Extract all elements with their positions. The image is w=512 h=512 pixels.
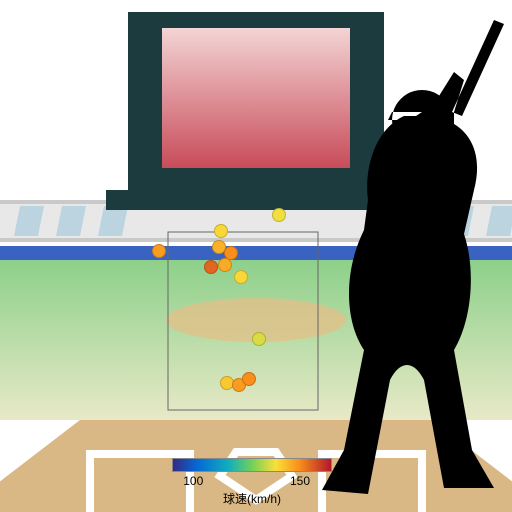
pitch-point [252, 332, 266, 346]
pitch-point [152, 244, 166, 258]
colorbar-title: 球速(km/h) [172, 490, 332, 507]
pitch-point [214, 224, 228, 238]
colorbar-legend: 100 150 球速(km/h) [172, 458, 332, 507]
pitch-point [242, 372, 256, 386]
batter-silhouette [304, 20, 512, 500]
chart-stage: 100 150 球速(km/h) [0, 0, 512, 512]
pitch-point [218, 258, 232, 272]
colorbar-tick: 150 [290, 474, 310, 488]
colorbar-tick: 100 [183, 474, 203, 488]
pitch-point [234, 270, 248, 284]
colorbar [172, 458, 332, 472]
pitch-point [272, 208, 286, 222]
colorbar-ticks: 100 150 [172, 474, 332, 488]
pitch-point [204, 260, 218, 274]
